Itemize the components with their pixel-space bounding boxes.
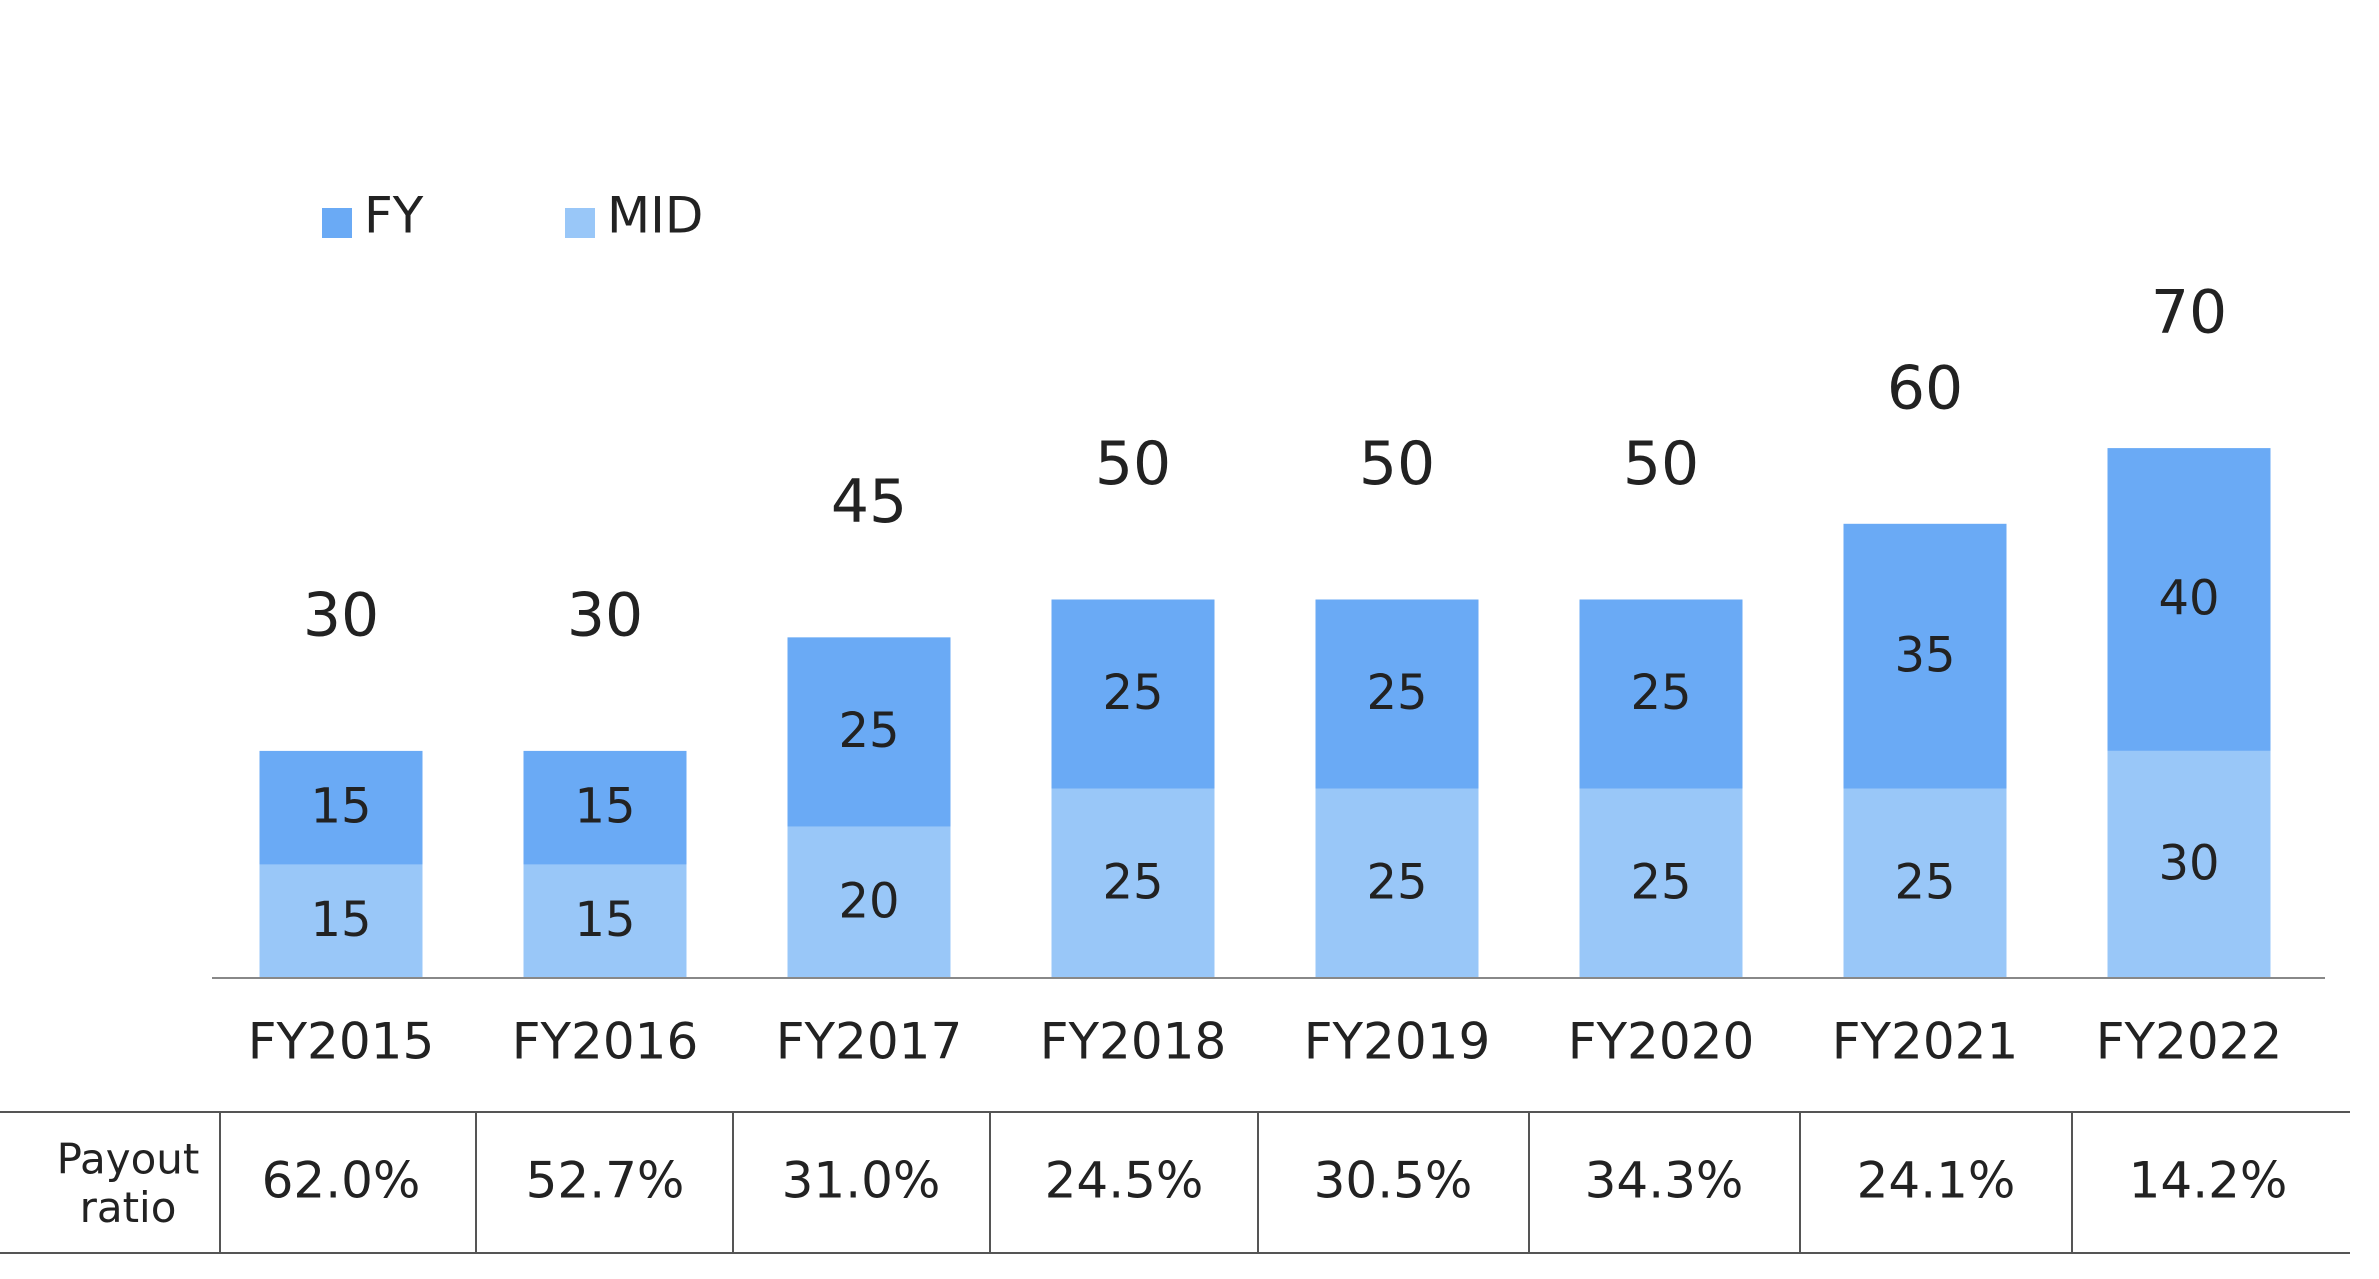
data-label-mid: 25 <box>1630 854 1691 910</box>
bar-fy <box>1843 523 2007 789</box>
data-label-fy: 35 <box>1894 627 1955 683</box>
payout-ratio-cell: 24.1% <box>1857 1152 2016 1210</box>
x-tick-label: FY2022 <box>2096 1013 2283 1071</box>
bar-mid <box>1315 788 1479 978</box>
data-label-mid: 30 <box>2158 835 2219 891</box>
data-label-fy: 25 <box>838 703 899 759</box>
x-tick-label: FY2017 <box>776 1013 963 1071</box>
bar-fy <box>2107 448 2271 751</box>
total-label: 50 <box>1623 429 1699 499</box>
x-tick-label: FY2015 <box>248 1013 435 1071</box>
bar-fy <box>1579 599 1743 789</box>
total-label: 50 <box>1359 429 1435 499</box>
legend-swatch-fy <box>322 208 352 238</box>
bar-mid <box>2107 750 2271 978</box>
bar-mid <box>259 864 423 978</box>
bar-mid <box>1843 788 2007 978</box>
total-label: 45 <box>831 467 907 537</box>
data-label-fy: 15 <box>574 779 635 835</box>
data-label-mid: 25 <box>1102 854 1163 910</box>
x-tick-label: FY2021 <box>1832 1013 2019 1071</box>
bar-fy <box>1315 599 1479 789</box>
data-label-fy: 25 <box>1630 665 1691 721</box>
data-label-mid: 20 <box>838 873 899 929</box>
total-label: 70 <box>2151 278 2227 348</box>
bar-fy <box>1051 599 1215 789</box>
data-label-mid: 15 <box>574 892 635 948</box>
payout-ratio-cell: 31.0% <box>782 1152 941 1210</box>
data-label-mid: 25 <box>1366 854 1427 910</box>
legend-label-mid: MID <box>607 187 703 245</box>
total-label: 50 <box>1095 429 1171 499</box>
bar-mid <box>523 864 687 978</box>
payout-ratio-cell: 34.3% <box>1585 1152 1744 1210</box>
legend-swatch-mid <box>565 208 595 238</box>
data-label-fy: 25 <box>1366 665 1427 721</box>
legend-label-fy: FY <box>364 187 424 245</box>
data-label-mid: 25 <box>1894 854 1955 910</box>
x-tick-label: FY2019 <box>1304 1013 1491 1071</box>
payout-ratio-cell: 62.0% <box>262 1152 421 1210</box>
total-label: 30 <box>567 580 643 650</box>
data-label-fy: 15 <box>310 779 371 835</box>
x-tick-label: FY2020 <box>1568 1013 1755 1071</box>
data-label-fy: 40 <box>2158 571 2219 627</box>
payout-ratio-cell: 52.7% <box>526 1152 685 1210</box>
data-label-fy: 25 <box>1102 665 1163 721</box>
bar-mid <box>787 826 951 978</box>
x-tick-label: FY2018 <box>1040 1013 1227 1071</box>
bar-fy <box>787 637 951 827</box>
bar-mid <box>1579 788 1743 978</box>
total-label: 30 <box>303 580 379 650</box>
payout-ratio-cell: 30.5% <box>1314 1152 1473 1210</box>
payout-ratio-cell: 14.2% <box>2129 1152 2288 1210</box>
table-row-label: Payout ratio <box>57 1135 200 1232</box>
total-label: 60 <box>1887 353 1963 423</box>
x-tick-label: FY2016 <box>512 1013 699 1071</box>
bar-fy <box>523 750 687 865</box>
payout-ratio-cell: 24.5% <box>1045 1152 1204 1210</box>
bar-mid <box>1051 788 1215 978</box>
data-label-mid: 15 <box>310 892 371 948</box>
bar-fy <box>259 750 423 865</box>
